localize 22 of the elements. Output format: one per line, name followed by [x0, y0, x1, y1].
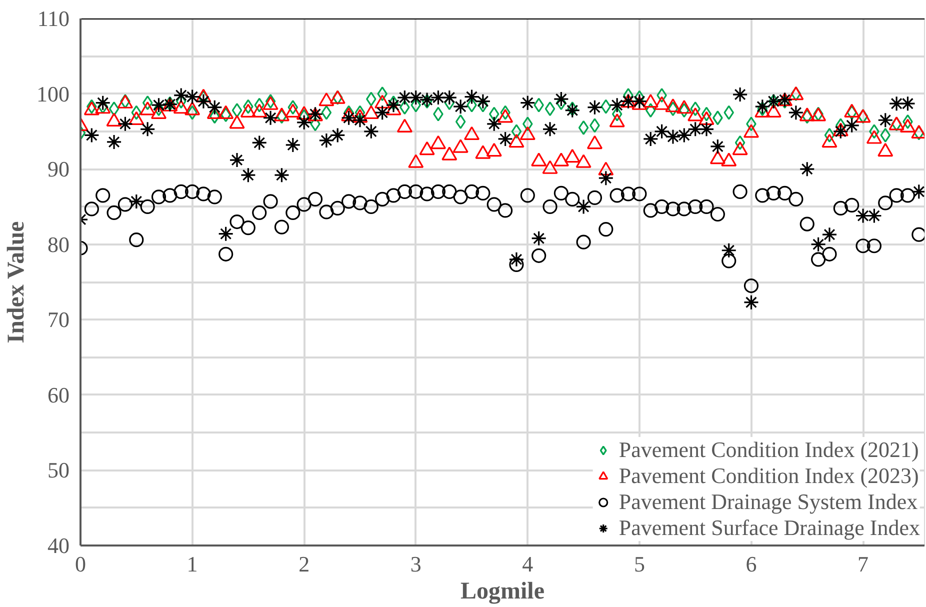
legend-label: Pavement Surface Drainage Index: [618, 515, 920, 541]
x-tick-label: 4: [522, 552, 534, 576]
x-tick-label: 5: [634, 552, 645, 576]
y-axis-title: Index Value: [4, 220, 30, 344]
y-tick-label: 60: [48, 382, 70, 408]
y-tick-label: 110: [37, 6, 70, 31]
legend-label: Pavement Condition Index (2023): [618, 463, 919, 489]
x-tick-label: 2: [298, 552, 310, 576]
y-tick-label: 90: [48, 156, 70, 182]
x-tick-label: 7: [858, 552, 869, 576]
y-tick-label: 70: [48, 307, 70, 332]
x-tick-label: 3: [410, 552, 422, 576]
x-tick-label: 1: [186, 552, 198, 576]
y-tick-label: 100: [36, 81, 70, 106]
x-tick-label: 0: [75, 552, 86, 576]
legend-label: Pavement Drainage System Index: [618, 489, 918, 515]
y-tick-label: 50: [48, 458, 70, 483]
x-tick-label: 6: [746, 552, 757, 576]
legend-label: Pavement Condition Index (2021): [618, 437, 919, 463]
y-tick-label: 80: [48, 232, 70, 257]
y-tick-label: 40: [48, 533, 70, 558]
x-axis-title: Logmile: [460, 578, 545, 604]
